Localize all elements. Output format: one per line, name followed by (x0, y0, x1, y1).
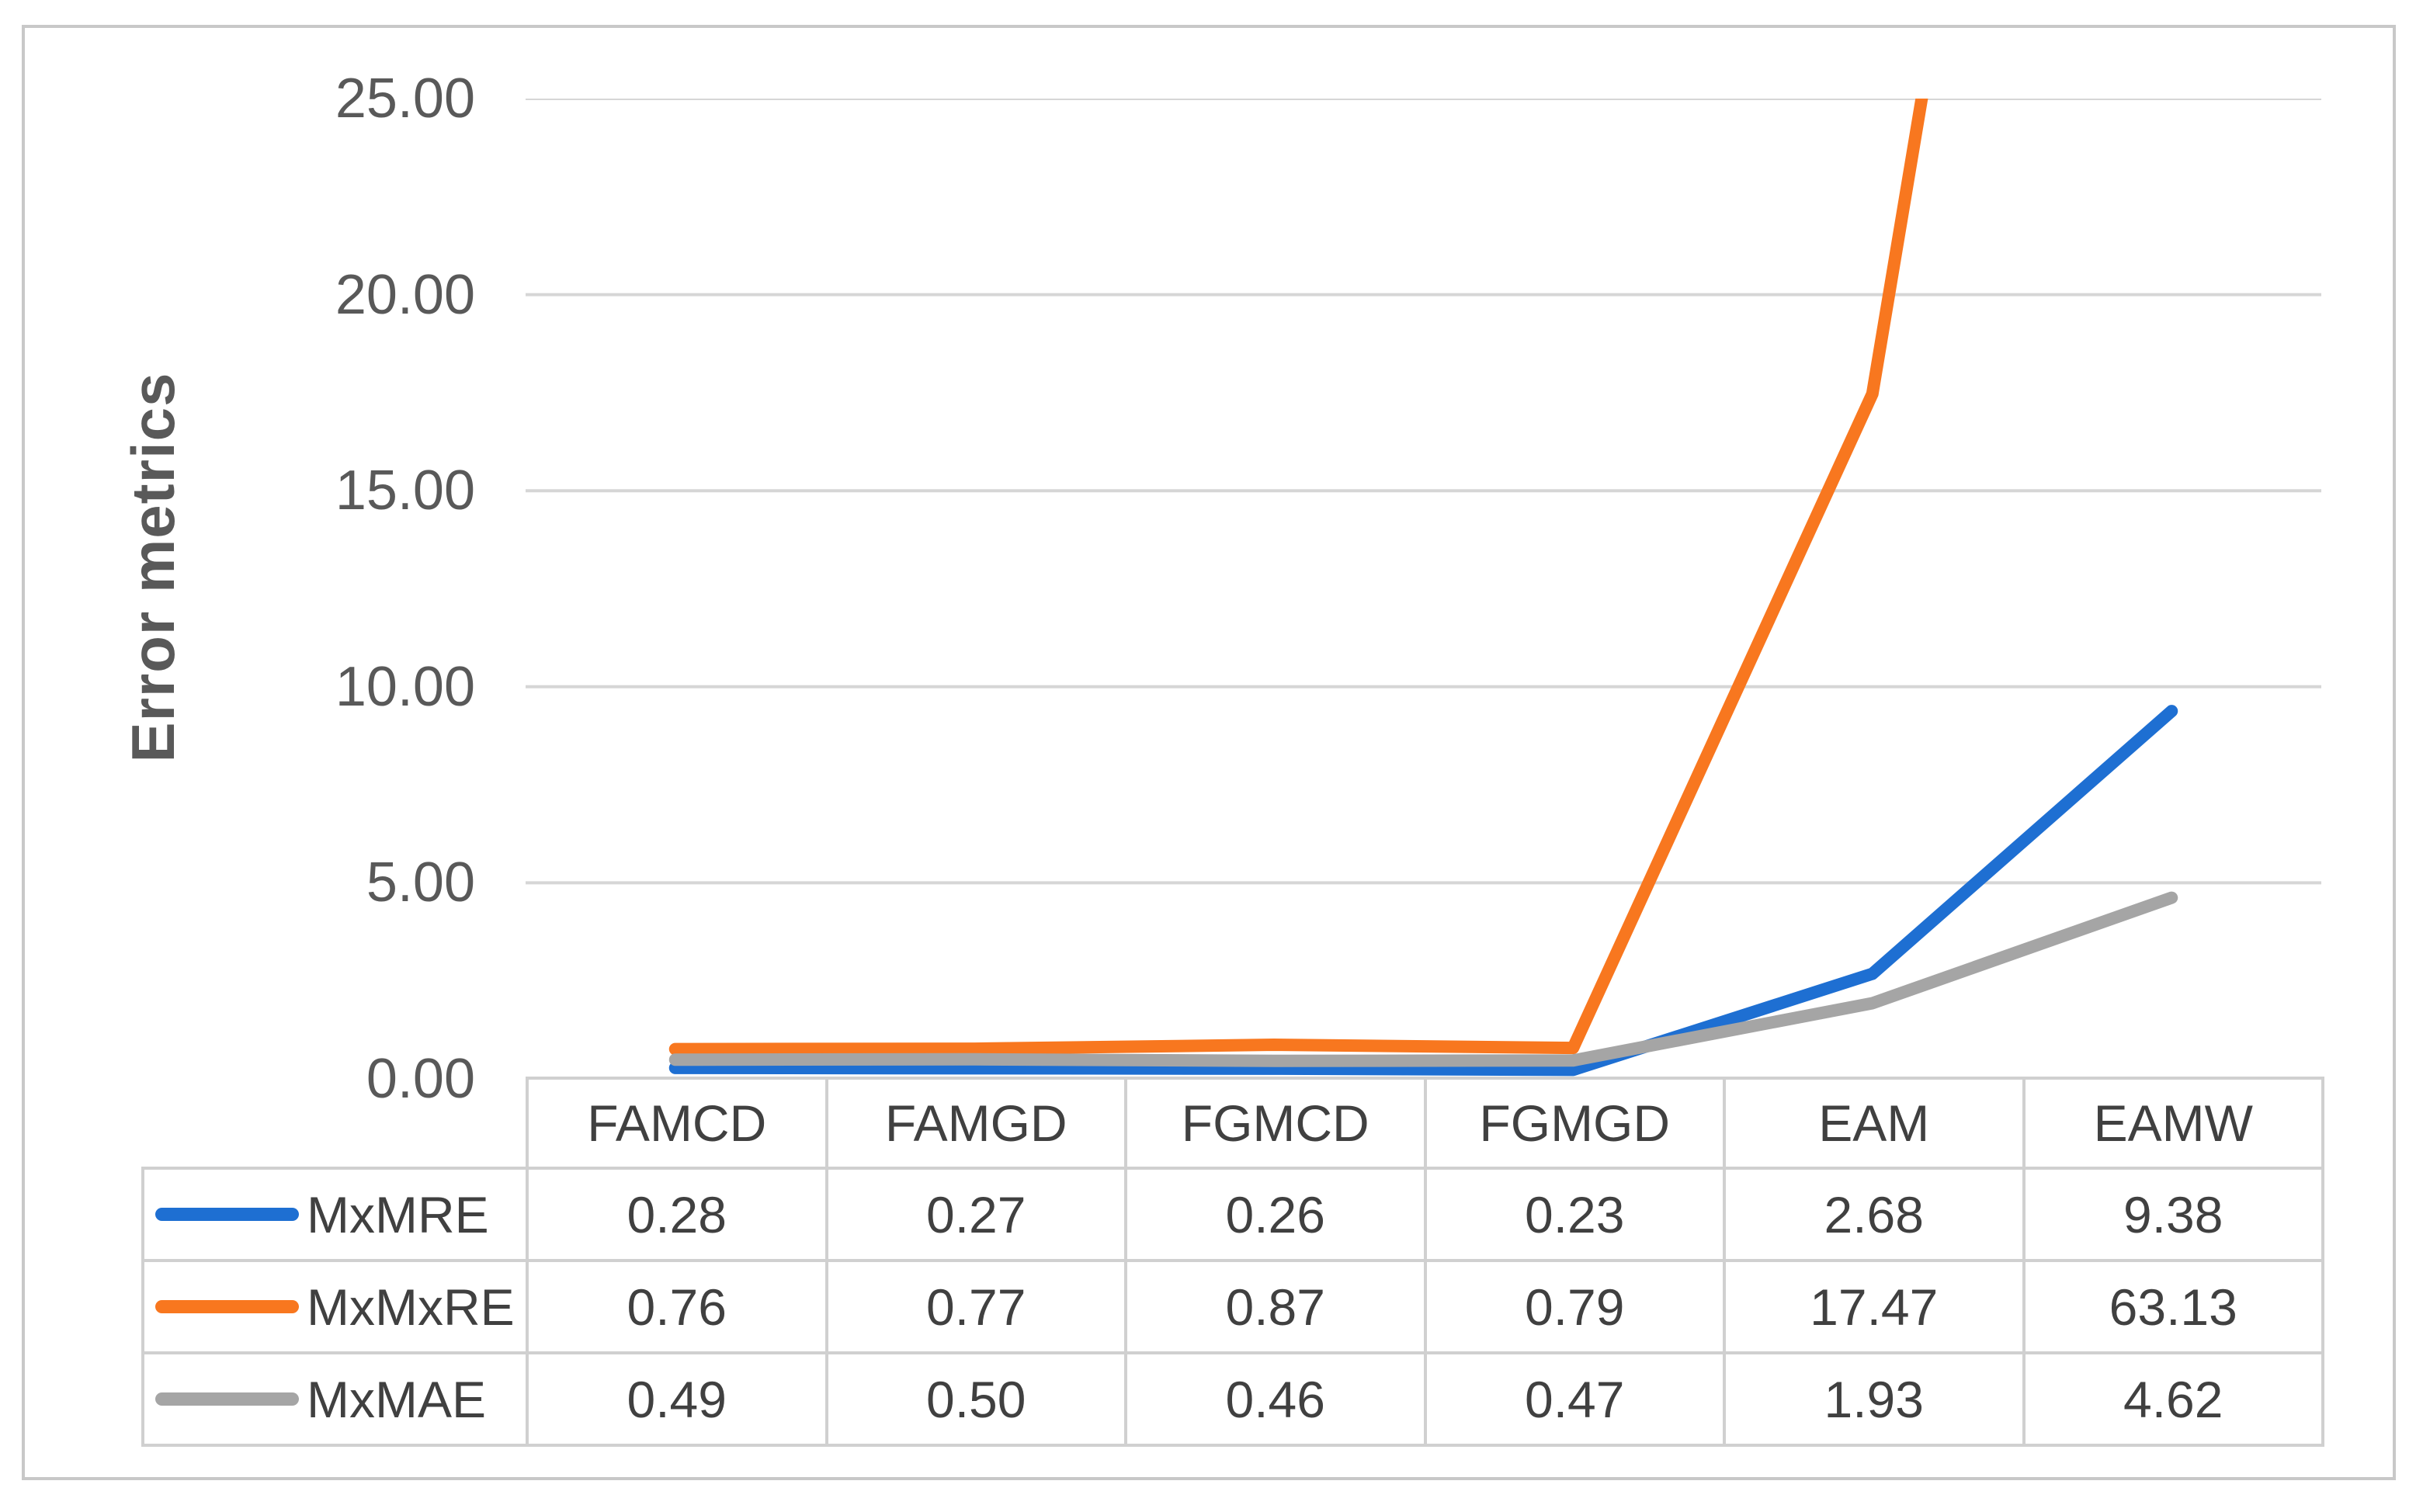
table-header-FAMGD: FAMGD (824, 1077, 1127, 1170)
table-corner-cell (143, 1078, 527, 1168)
value-cell-MxMxRE-FGMGD: 0.79 (1423, 1259, 1726, 1354)
table-header-FGMGD: FGMGD (1423, 1077, 1726, 1170)
y-tick-label-20.00: 20.00 (335, 263, 475, 326)
y-axis-title: Error metrics (119, 372, 187, 763)
value-cell-MxMxRE-EAMW: 63.13 (2022, 1259, 2324, 1354)
value-cell-MxMRE-EAM: 2.68 (1723, 1167, 2026, 1262)
series-line-MxMxRE (668, 99, 1928, 1056)
value-cell-MxMxRE-FAMGD: 0.77 (824, 1259, 1127, 1354)
value-cell-MxMxRE-EAM: 17.47 (1723, 1259, 2026, 1354)
legend-label: MxMRE (307, 1185, 489, 1243)
table-header-FAMCD: FAMCD (526, 1077, 828, 1170)
value-cell-MxMAE-FGMGD: 0.47 (1423, 1351, 1726, 1447)
data-table: FAMCD FAMGD FGMCD FGMGD EAM EAMW MxMRE 0.28 0.27… (141, 1077, 2324, 1447)
value-cell-MxMRE-FGMCD: 0.26 (1124, 1167, 1427, 1262)
series-line-MxMRE (668, 705, 2178, 1077)
value-cell-MxMRE-EAMW: 9.38 (2022, 1167, 2324, 1262)
value-cell-MxMxRE-FGMCD: 0.87 (1124, 1259, 1427, 1354)
value-cell-MxMAE-FGMCD: 0.46 (1124, 1351, 1427, 1447)
value-cell-MxMAE-EAMW: 4.62 (2022, 1351, 2324, 1447)
value-cell-MxMAE-EAM: 1.93 (1723, 1351, 2026, 1447)
legend-line-key-icon (155, 1300, 299, 1313)
table-header-EAMW: EAMW (2022, 1077, 2324, 1170)
y-tick-label-5.00: 5.00 (366, 851, 475, 914)
table-header-EAM: EAM (1723, 1077, 2026, 1170)
value-cell-MxMAE-FAMCD: 0.49 (526, 1351, 828, 1447)
value-cell-MxMRE-FAMCD: 0.28 (526, 1167, 828, 1262)
y-tick-label-15.00: 15.00 (335, 459, 475, 522)
value-cell-MxMxRE-FAMCD: 0.76 (526, 1259, 828, 1354)
plot-area (526, 99, 2321, 1079)
legend-label: MxMAE (307, 1370, 486, 1428)
value-cell-MxMRE-FAMGD: 0.27 (824, 1167, 1127, 1262)
value-cell-MxMAE-FAMGD: 0.50 (824, 1351, 1127, 1447)
legend-cell-MxMAE: MxMAE (141, 1351, 529, 1447)
y-tick-label-0.00: 0.00 (366, 1048, 475, 1110)
legend-cell-MxMxRE: MxMxRE (141, 1259, 529, 1354)
legend-line-key-icon (155, 1392, 299, 1406)
legend-label: MxMxRE (307, 1278, 515, 1336)
y-tick-label-25.00: 25.00 (335, 68, 475, 130)
legend-line-key-icon (155, 1208, 299, 1221)
table-row-MxMRE: MxMRE 0.28 0.27 0.26 0.23 2.68 9.38 (141, 1167, 2324, 1262)
table-header-FGMCD: FGMCD (1124, 1077, 1427, 1170)
legend-cell-MxMRE: MxMRE (141, 1167, 529, 1262)
y-tick-label-10.00: 10.00 (335, 655, 475, 718)
table-row-MxMxRE: MxMxRE 0.76 0.77 0.87 0.79 17.47 63.13 (141, 1259, 2324, 1354)
table-row-MxMAE: MxMAE 0.49 0.50 0.46 0.47 1.93 4.62 (141, 1351, 2324, 1447)
value-cell-MxMRE-FGMGD: 0.23 (1423, 1167, 1726, 1262)
series-line-MxMAE (668, 891, 2178, 1067)
